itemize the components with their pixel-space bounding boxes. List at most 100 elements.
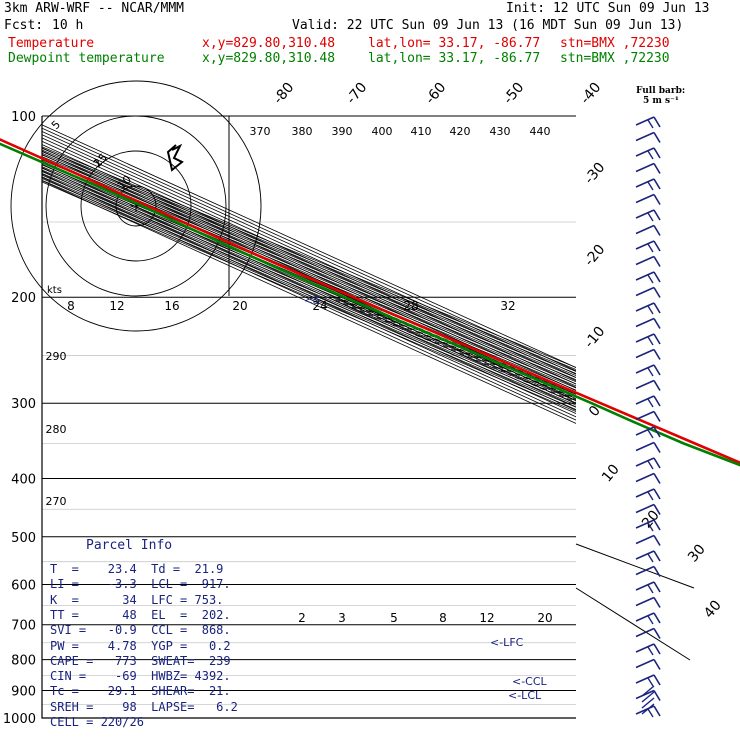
isotherm-label: -60	[422, 80, 449, 108]
parcel-info-row: PW = 4.78 YGP = 0.2	[50, 638, 231, 653]
barb-flag	[653, 643, 661, 655]
theta-label: 290	[46, 350, 67, 363]
barb-flag	[653, 488, 661, 500]
barb-shaft	[635, 193, 655, 204]
isotherm-label: -70	[343, 80, 370, 108]
diagonal-edge-1	[575, 587, 691, 661]
theta-label: 270	[46, 495, 67, 508]
parcel-info-row: TT = 48 EL = 202.	[50, 607, 231, 622]
barb-shaft	[635, 364, 655, 374]
barb-half	[647, 491, 654, 501]
wind-barbs	[635, 116, 661, 718]
barb-flag	[653, 256, 661, 267]
barb-flag	[653, 612, 661, 624]
barb-shaft	[635, 333, 655, 343]
barb-flag	[653, 519, 661, 531]
level-annotation: <-LFC	[490, 636, 524, 649]
wind-barb	[635, 457, 661, 470]
barb-flag	[653, 318, 661, 329]
barb-flag	[653, 163, 661, 174]
hodo-ring-0	[115, 185, 157, 227]
dewpoint-profile-point	[69, 173, 71, 176]
wind-barb	[635, 240, 661, 253]
parcel-info-title: Parcel Info	[86, 538, 173, 553]
wind-barb	[635, 178, 661, 191]
barb-shaft	[635, 426, 655, 436]
barb-flag	[653, 411, 661, 422]
isotherm-label: 40	[701, 597, 725, 621]
dry-adiabat-400	[42, 116, 576, 718]
isotherm-label: -80	[270, 80, 297, 108]
barb-shaft	[635, 302, 655, 312]
wind-barb	[635, 286, 661, 298]
isotherm--80	[42, 116, 576, 718]
wind-barb	[635, 224, 661, 236]
parcel-info-row: Tc = 29.1 SHEAR= 21.	[50, 684, 231, 699]
theta-label: 430	[490, 125, 511, 138]
barb-flag	[653, 705, 661, 717]
barb-shaft	[635, 224, 655, 235]
dry-adiabat-310	[42, 116, 576, 718]
isotherm--120	[42, 116, 576, 718]
barb-shaft	[635, 503, 655, 514]
isotherm-label: 10	[599, 461, 623, 485]
dry-adiabat-380	[42, 116, 576, 718]
dry-adiabat-260	[42, 116, 576, 718]
moist-adiabat-16	[331, 296, 576, 718]
temperature-profile-point	[599, 402, 602, 405]
barb-shaft	[635, 441, 655, 452]
barb-flag	[653, 132, 661, 143]
barb-shaft	[635, 674, 655, 684]
temperature-profile-point	[182, 221, 184, 223]
temperature-profile-point	[352, 296, 355, 299]
barb-half	[647, 181, 654, 191]
wind-barb	[635, 441, 661, 453]
isotherm-label: -20	[581, 242, 608, 270]
parcel-info-row: SREH = 98 LAPSE= 6.2	[50, 699, 238, 714]
barb-shaft	[635, 286, 655, 297]
theta-label: 420	[450, 125, 471, 138]
dry-adiabat-280	[42, 116, 576, 718]
barb-shaft	[635, 348, 655, 359]
pressure-label-400: 400	[11, 472, 36, 487]
wind-barb	[635, 612, 661, 625]
barb-flag	[653, 287, 661, 298]
wind-barb	[635, 658, 661, 670]
wind-barb	[635, 333, 661, 346]
temperature-legend: Temperature	[8, 36, 95, 51]
barb-legend-units: 5 m s⁻¹	[643, 96, 679, 106]
barb-shaft	[635, 658, 655, 669]
barb-flag	[653, 271, 661, 283]
isotherm--110	[42, 116, 576, 718]
wind-barb	[635, 116, 661, 129]
isotherm--130	[42, 116, 576, 718]
barb-shaft	[635, 550, 655, 560]
dry-adiabat-250	[42, 116, 576, 718]
mixing-ratio-label: 2	[298, 611, 306, 625]
profiles: <-LFC <-CCL<-LCL <5	[0, 138, 740, 702]
barb-flag	[653, 147, 661, 159]
barb-shaft	[635, 581, 655, 591]
wind-barb	[635, 131, 661, 143]
wind-barb	[635, 627, 661, 639]
barb-shaft	[635, 317, 655, 328]
isotherm-label: -40	[577, 80, 604, 108]
wind-barb	[635, 426, 661, 439]
theta-label: 370	[250, 125, 271, 138]
wind-barb	[635, 410, 661, 422]
pressure-label-200: 200	[11, 291, 36, 306]
hodo-ring-2	[45, 115, 227, 297]
barb-half	[647, 429, 654, 439]
mixing-ratio-label: 3	[338, 611, 346, 625]
valid-time: Valid: 22 UTC Sun 09 Jun 13 (16 MDT Sun …	[292, 18, 684, 33]
barb-flag	[653, 302, 661, 314]
wind-barb	[635, 534, 661, 546]
parcel-info-row: CIN = -69 HWBZ= 4392.	[50, 669, 231, 684]
storm-speed-label: 8	[67, 299, 75, 313]
wind-barb	[635, 565, 661, 577]
moist-adiabat-32	[343, 296, 576, 718]
barb-flag	[653, 364, 661, 376]
wind-barb	[635, 379, 661, 391]
isotherm-0	[42, 116, 576, 718]
